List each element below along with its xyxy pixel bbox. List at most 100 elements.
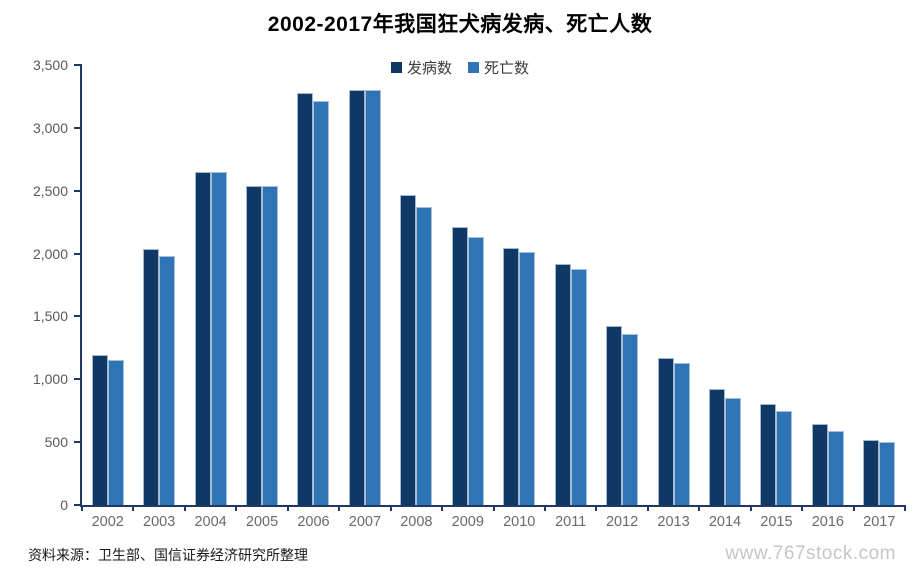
bar-deaths-2017 [879,441,896,505]
legend-label: 死亡数 [484,59,530,77]
x-axis-label: 2012 [605,514,639,530]
bar-group-2006 [288,65,339,505]
y-axis-label: 1,000 [32,371,68,388]
bar-incidence-2004 [194,171,211,505]
bar-incidence-2002 [91,355,108,505]
y-axis-label: 3,000 [32,119,68,136]
x-axis-label: 2017 [863,514,896,530]
x-axis-tick [543,505,546,511]
y-axis-label: 2,000 [32,245,68,262]
legend-swatch [390,62,402,73]
bar-deaths-2006 [313,100,330,505]
legend-label: 发病数 [406,59,452,77]
bar-incidence-2008 [400,195,417,505]
bar-deaths-2015 [776,411,793,505]
x-axis-tick [81,505,83,511]
x-axis-label: 2008 [400,514,433,530]
bar-incidence-2009 [451,226,468,505]
y-axis-label: 2,500 [32,182,68,199]
x-axis-tick [235,505,238,511]
y-axis-tick [74,64,82,66]
bar-incidence-2016 [811,424,828,505]
x-axis-tick [338,505,341,511]
x-axis-tick [492,505,495,511]
bar-incidence-2015 [760,404,777,505]
x-axis-label: 2013 [657,514,690,530]
chart-title: 2002-2017年我国狂犬病发病、死亡人数 [267,13,653,36]
x-axis-label: 2006 [297,514,330,530]
bar-group-2017 [854,65,905,505]
y-axis-tick [74,504,82,506]
bar-incidence-2006 [297,92,314,505]
bar-deaths-2008 [416,206,433,505]
x-axis-tick [183,505,186,511]
x-axis-label: 2007 [348,514,382,530]
x-axis-label: 2014 [708,514,742,530]
bar-group-2014 [699,65,750,505]
watermark: www.767stock.com [725,543,896,564]
x-axis-tick [286,505,289,511]
x-axis-tick [698,505,701,511]
bar-deaths-2013 [673,363,690,505]
x-axis-label: 2016 [811,514,844,530]
legend: 发病数 死亡数 [0,57,920,78]
y-axis-tick [74,252,82,255]
x-axis-tick [646,505,649,511]
y-axis-tick [74,378,82,381]
y-axis-label: 3,500 [32,57,68,73]
bar-incidence-2010 [503,247,520,505]
x-axis-label: 2010 [503,514,536,530]
x-axis-tick [801,505,804,511]
x-axis-tick [132,505,135,511]
bar-group-2009 [442,65,493,505]
bar-group-2013 [648,65,699,505]
x-axis-tick [595,505,598,511]
x-axis-label: 2005 [245,514,279,530]
x-axis-label: 2004 [194,514,227,530]
bar-incidence-2005 [246,186,263,505]
bar-incidence-2014 [708,388,725,505]
bar-group-2015 [751,65,802,505]
bar-deaths-2007 [364,90,381,505]
y-axis-tick [74,315,82,318]
x-axis-label: 2015 [760,514,793,530]
y-axis-tick [74,189,82,192]
bar-deaths-2005 [262,186,279,505]
x-axis-label: 2009 [451,514,484,530]
bar-incidence-2003 [143,248,160,505]
y-axis-label: 500 [44,434,68,451]
bar-group-2002 [82,65,133,505]
bar-deaths-2010 [519,251,536,505]
y-axis-tick [74,126,82,129]
bar-deaths-2003 [159,256,176,505]
legend-item-incidence: 发病数 [390,57,452,78]
bar-incidence-2012 [606,325,623,505]
bar-group-2007 [339,65,390,505]
bar-group-2016 [802,65,853,505]
x-axis-tick [749,505,752,511]
y-axis-tick [74,441,82,444]
bar-group-2011 [545,65,596,505]
bar-incidence-2007 [348,90,365,505]
bar-deaths-2014 [724,397,741,505]
bar-deaths-2011 [570,268,587,505]
legend-swatch [468,62,479,73]
bar-incidence-2017 [863,440,880,505]
bar-group-2003 [133,65,184,505]
bar-deaths-2004 [210,171,227,505]
x-axis-label: 2011 [555,514,587,530]
x-axis-tick [852,505,855,511]
plot-area: 0 500 1,000 1,500 2,000 2,500 3,000 3,500 2002 2… [33,57,906,530]
bar-deaths-2016 [827,430,844,505]
x-axis-tick [904,505,906,511]
y-axis-label: 1,500 [32,308,68,325]
bar-group-2010 [494,65,545,505]
bar-deaths-2002 [107,359,124,505]
bar-group-2005 [236,65,287,505]
bar-deaths-2012 [622,333,639,505]
bar-group-2012 [596,65,647,505]
x-axis-tick [441,505,444,511]
x-axis-label: 2002 [91,514,124,530]
source-note: 资料来源：卫生部、国信证券经济研究所整理 [28,548,308,564]
legend-item-deaths: 死亡数 [468,57,529,78]
